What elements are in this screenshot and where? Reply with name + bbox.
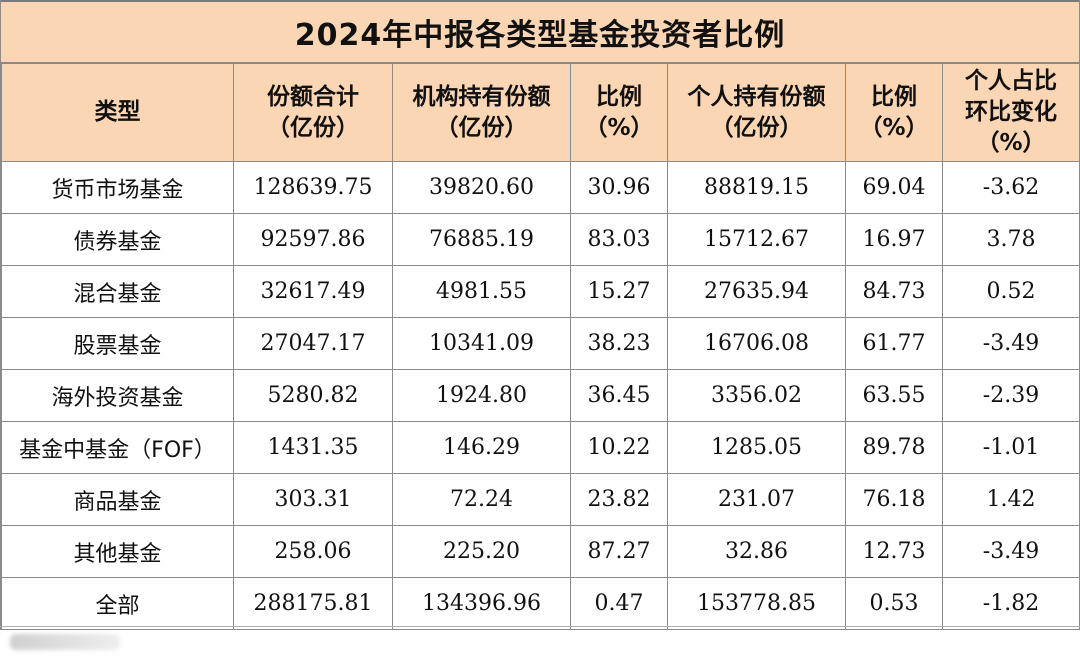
value-cell: 303.31: [233, 473, 393, 526]
bottom-divider: [0, 626, 1080, 627]
value-cell: 128639.75: [233, 161, 393, 214]
value-cell: 225.20: [392, 525, 571, 578]
fund-type-cell: 基金中基金（FOF）: [1, 421, 234, 474]
fund-type-cell: 货币市场基金: [1, 161, 234, 214]
value-cell: -3.49: [942, 317, 1080, 370]
value-cell: 27047.17: [233, 317, 393, 370]
value-cell: 69.04: [845, 161, 943, 214]
fund-type-cell: 混合基金: [1, 265, 234, 318]
header-individual-shares: 个人持有份额 （亿份）: [667, 63, 846, 162]
blurred-watermark: [10, 634, 120, 650]
value-cell: 5280.82: [233, 369, 393, 422]
value-cell: 288175.81: [233, 577, 393, 630]
fund-type-cell: 债券基金: [1, 213, 234, 266]
table-row: 其他基金 258.06 225.20 87.27 32.86 12.73 -3.49: [1, 525, 1080, 578]
header-institution-shares: 机构持有份额 （亿份）: [392, 63, 571, 162]
value-cell: 89.78: [845, 421, 943, 474]
table-row: 混合基金 32617.49 4981.55 15.27 27635.94 84.73 0.5…: [1, 265, 1080, 318]
value-cell: 1431.35: [233, 421, 393, 474]
value-cell: 76.18: [845, 473, 943, 526]
table-title: 2024年中报各类型基金投资者比例: [1, 0, 1079, 63]
table-row: 海外投资基金 5280.82 1924.80 36.45 3356.02 63.55 -2.…: [1, 369, 1080, 422]
table-body: 货币市场基金 128639.75 39820.60 30.96 88819.15 69.0…: [1, 161, 1080, 630]
table-row: 股票基金 27047.17 10341.09 38.23 16706.08 61.77 -3…: [1, 317, 1080, 370]
fund-investor-table: 类型 份额合计 （亿份） 机构持有份额 （亿份） 比例 （%） 个人持有份额 （…: [1, 63, 1080, 630]
header-row: 类型 份额合计 （亿份） 机构持有份额 （亿份） 比例 （%） 个人持有份额 （…: [1, 63, 1080, 162]
header-total-shares: 份额合计 （亿份）: [233, 63, 393, 162]
table-row: 债券基金 92597.86 76885.19 83.03 15712.67 16.97 3.…: [1, 213, 1080, 266]
value-cell: -2.39: [942, 369, 1080, 422]
value-cell: 258.06: [233, 525, 393, 578]
value-cell: 231.07: [667, 473, 846, 526]
value-cell: 0.47: [570, 577, 668, 630]
value-cell: 1.42: [942, 473, 1080, 526]
value-cell: 87.27: [570, 525, 668, 578]
value-cell: 16706.08: [667, 317, 846, 370]
value-cell: 63.55: [845, 369, 943, 422]
value-cell: -1.01: [942, 421, 1080, 474]
value-cell: 3356.02: [667, 369, 846, 422]
value-cell: 3.78: [942, 213, 1080, 266]
value-cell: 10341.09: [392, 317, 571, 370]
value-cell: 1924.80: [392, 369, 571, 422]
value-cell: 36.45: [570, 369, 668, 422]
header-type: 类型: [1, 63, 234, 162]
value-cell: 16.97: [845, 213, 943, 266]
table-row: 货币市场基金 128639.75 39820.60 30.96 88819.15 69.0…: [1, 161, 1080, 214]
value-cell: -3.62: [942, 161, 1080, 214]
value-cell: -1.82: [942, 577, 1080, 630]
value-cell: -3.49: [942, 525, 1080, 578]
value-cell: 32617.49: [233, 265, 393, 318]
fund-type-cell: 其他基金: [1, 525, 234, 578]
value-cell: 153778.85: [667, 577, 846, 630]
header-institution-ratio: 比例 （%）: [570, 63, 668, 162]
value-cell: 76885.19: [392, 213, 571, 266]
value-cell: 134396.96: [392, 577, 571, 630]
value-cell: 72.24: [392, 473, 571, 526]
value-cell: 39820.60: [392, 161, 571, 214]
value-cell: 27635.94: [667, 265, 846, 318]
value-cell: 84.73: [845, 265, 943, 318]
value-cell: 15712.67: [667, 213, 846, 266]
value-cell: 38.23: [570, 317, 668, 370]
value-cell: 92597.86: [233, 213, 393, 266]
value-cell: 0.53: [845, 577, 943, 630]
value-cell: 61.77: [845, 317, 943, 370]
value-cell: 15.27: [570, 265, 668, 318]
value-cell: 30.96: [570, 161, 668, 214]
table-row: 商品基金 303.31 72.24 23.82 231.07 76.18 1.42: [1, 473, 1080, 526]
value-cell: 32.86: [667, 525, 846, 578]
fund-type-cell: 海外投资基金: [1, 369, 234, 422]
value-cell: 0.52: [942, 265, 1080, 318]
header-individual-ratio: 比例 （%）: [845, 63, 943, 162]
value-cell: 23.82: [570, 473, 668, 526]
value-cell: 4981.55: [392, 265, 571, 318]
value-cell: 88819.15: [667, 161, 846, 214]
value-cell: 1285.05: [667, 421, 846, 474]
value-cell: 10.22: [570, 421, 668, 474]
fund-type-cell: 股票基金: [1, 317, 234, 370]
table-row: 基金中基金（FOF） 1431.35 146.29 10.22 1285.05 89.78…: [1, 421, 1080, 474]
fund-investor-table-sheet: 2024年中报各类型基金投资者比例 类型 份额合计 （亿份） 机构持有份额: [0, 0, 1080, 630]
value-cell: 83.03: [570, 213, 668, 266]
header-individual-change: 个人占比 环比变化 （%）: [942, 63, 1080, 162]
fund-type-cell: 商品基金: [1, 473, 234, 526]
table-row: 全部 288175.81 134396.96 0.47 153778.85 0.53 -1.…: [1, 577, 1080, 630]
fund-type-cell: 全部: [1, 577, 234, 630]
value-cell: 12.73: [845, 525, 943, 578]
value-cell: 146.29: [392, 421, 571, 474]
